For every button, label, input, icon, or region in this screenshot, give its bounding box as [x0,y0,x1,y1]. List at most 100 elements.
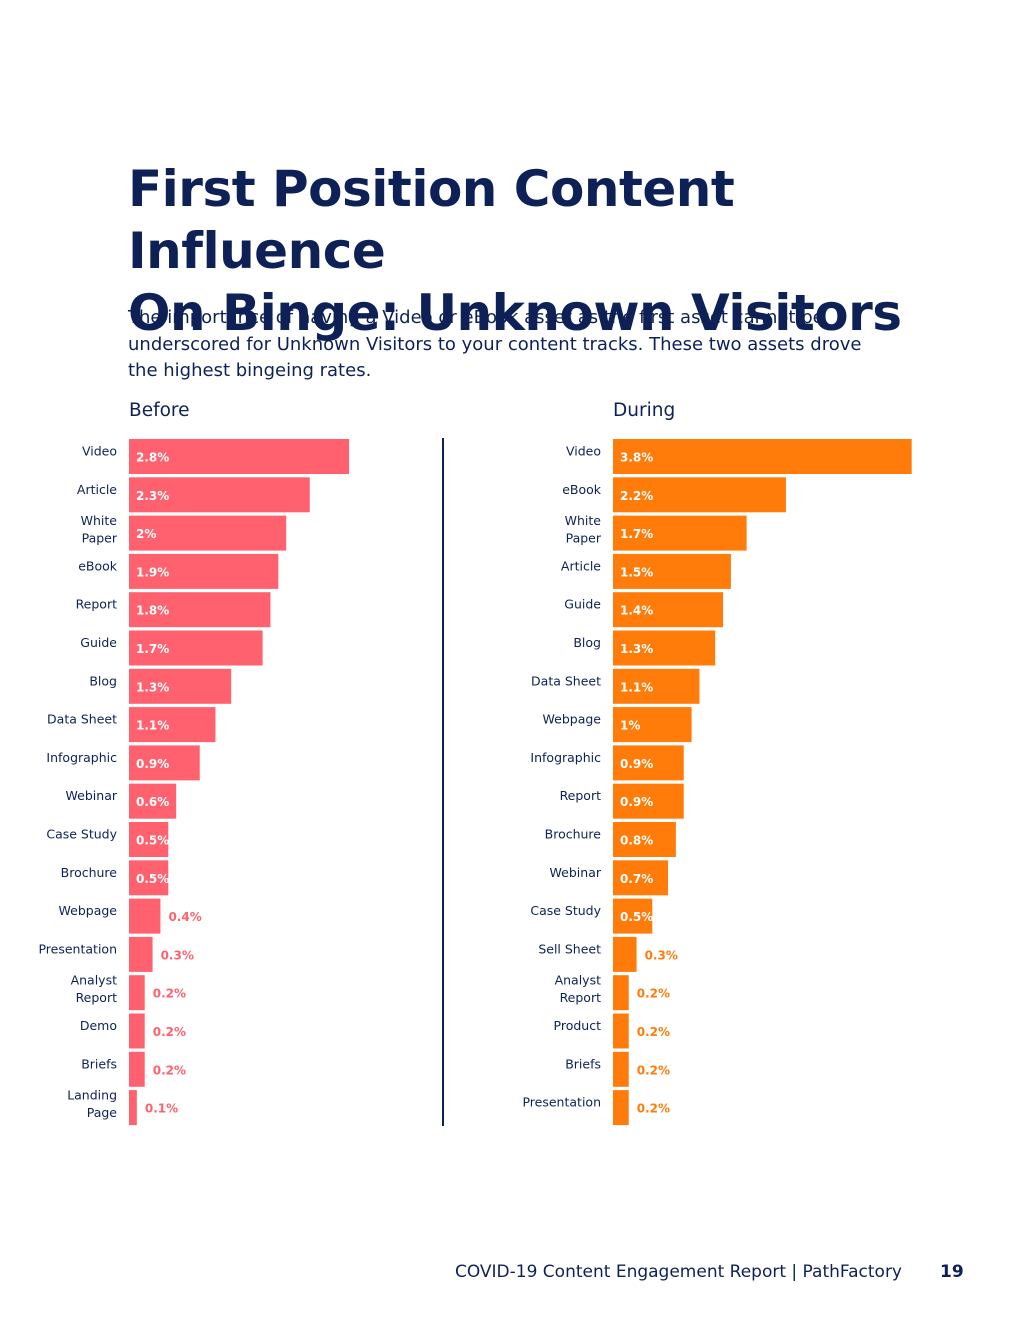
during-value-label: 0.2% [637,1102,670,1116]
during-bar [613,1013,629,1049]
during-bar [613,439,912,474]
before-category-label: Guide [80,635,117,650]
before-value-label: 0.3% [161,948,194,962]
during-category-label: eBook [562,482,602,497]
during-bar [613,745,684,781]
before-category-label: Blog [89,673,117,688]
during-category-label: White Paper [565,513,602,546]
before-category-label: Article [77,482,117,497]
during-bar [613,1051,629,1087]
intro-line-1: The importance of having a Video or eBoo… [128,307,824,328]
before-value-label: 0.1% [145,1102,178,1116]
before-value-label: 2.3% [136,489,169,503]
during-value-label: 2.2% [620,489,653,503]
during-category-label: Article [561,558,601,573]
before-category-label: Presentation [38,941,117,956]
footer-report-title: COVID-19 Content Engagement Report | Pat… [454,1262,902,1282]
during-value-label: 0.3% [645,948,678,962]
before-category-label: Demo [80,1018,117,1033]
before-bar [129,745,200,781]
before-category-label: Webpage [59,903,118,918]
during-bar [613,975,629,1011]
during-bar [613,822,676,857]
page-number: 19 [940,1262,964,1282]
during-bar [613,1090,629,1126]
before-value-label: 0.2% [153,1063,186,1077]
page-title: First Position Content Influence On Bing… [128,158,988,344]
before-bar-chart: Video 2.8% Article 2.3% White Paper 2% eBook 1.9… [38,439,350,1126]
during-value-label: 1.1% [620,680,653,694]
during-bar [613,553,731,589]
intro-line-2: underscored for Unknown Visitors to your… [128,333,862,355]
before-value-label: 0.4% [168,910,201,924]
during-value-label: 0.8% [620,834,653,848]
during-value-label: 1.3% [620,642,653,656]
before-bar [129,822,169,857]
during-value-label: 1.7% [620,527,653,541]
during-value-label: 0.2% [637,1025,670,1039]
during-category-label: Brochure [545,827,602,842]
before-value-label: 1.9% [136,565,169,579]
before-bar [129,668,232,704]
before-bar [129,439,350,474]
before-value-label: 1.8% [136,604,169,618]
before-value-label: 1.7% [136,642,169,656]
during-bar [613,630,716,666]
during-value-label: 0.7% [620,872,653,886]
intro-paragraph: The importance of having a Video or eBoo… [128,305,868,385]
before-category-label: Landing Page [67,1088,117,1121]
during-category-label: Data Sheet [531,673,601,688]
during-category-label: Webpage [543,712,602,727]
before-category-label: Case Study [46,827,117,842]
before-bar [129,1090,137,1126]
before-value-label: 1.1% [136,719,169,733]
before-category-label: Brochure [61,865,118,880]
during-category-label: Briefs [565,1056,601,1071]
during-bar [613,477,786,513]
during-bar [613,515,747,551]
during-bar-chart: Video 3.8% eBook 2.2% White Paper 1.7% Article 1… [522,439,912,1126]
during-category-label: Presentation [522,1095,601,1110]
before-bar [129,936,153,972]
before-value-label: 0.2% [153,1025,186,1039]
during-value-label: 0.5% [620,910,653,924]
intro-line-3: the highest bingeing rates. [128,360,372,381]
during-value-label: 0.2% [637,1063,670,1077]
page-footer: COVID-19 Content Engagement Report | Pat… [0,1262,1020,1286]
before-chart-title: Before [129,400,190,421]
before-bar [129,783,177,819]
during-category-label: Case Study [530,903,601,918]
before-bar [129,860,169,896]
before-category-label: Infographic [46,750,117,765]
before-category-label: Data Sheet [47,712,117,727]
during-value-label: 0.2% [637,987,670,1001]
before-category-label: eBook [78,558,118,573]
before-bar [129,898,161,934]
before-bar [129,592,271,628]
before-category-label: Analyst Report [71,973,118,1006]
during-category-label: Report [560,788,602,803]
before-bar [129,515,287,551]
during-chart-title: During [613,400,676,421]
during-category-label: Blog [573,635,601,650]
before-value-label: 0.5% [136,834,169,848]
during-bar [613,783,684,819]
page-title-line-2: On Binge: Unknown Visitors [128,284,902,342]
before-value-label: 0.2% [153,987,186,1001]
chart-divider [442,438,444,1126]
during-bar [613,668,700,704]
during-bar [613,860,669,896]
before-value-label: 0.9% [136,757,169,771]
before-value-label: 2% [136,527,156,541]
during-category-label: Product [554,1018,602,1033]
during-category-label: Sell Sheet [538,941,601,956]
before-value-label: 0.5% [136,872,169,886]
before-bar [129,1013,145,1049]
during-value-label: 0.9% [620,795,653,809]
before-bar [129,477,310,513]
during-category-label: Guide [564,597,601,612]
during-value-label: 0.9% [620,757,653,771]
before-value-label: 0.6% [136,795,169,809]
during-category-label: Analyst Report [555,973,602,1006]
during-value-label: 1% [620,719,640,733]
